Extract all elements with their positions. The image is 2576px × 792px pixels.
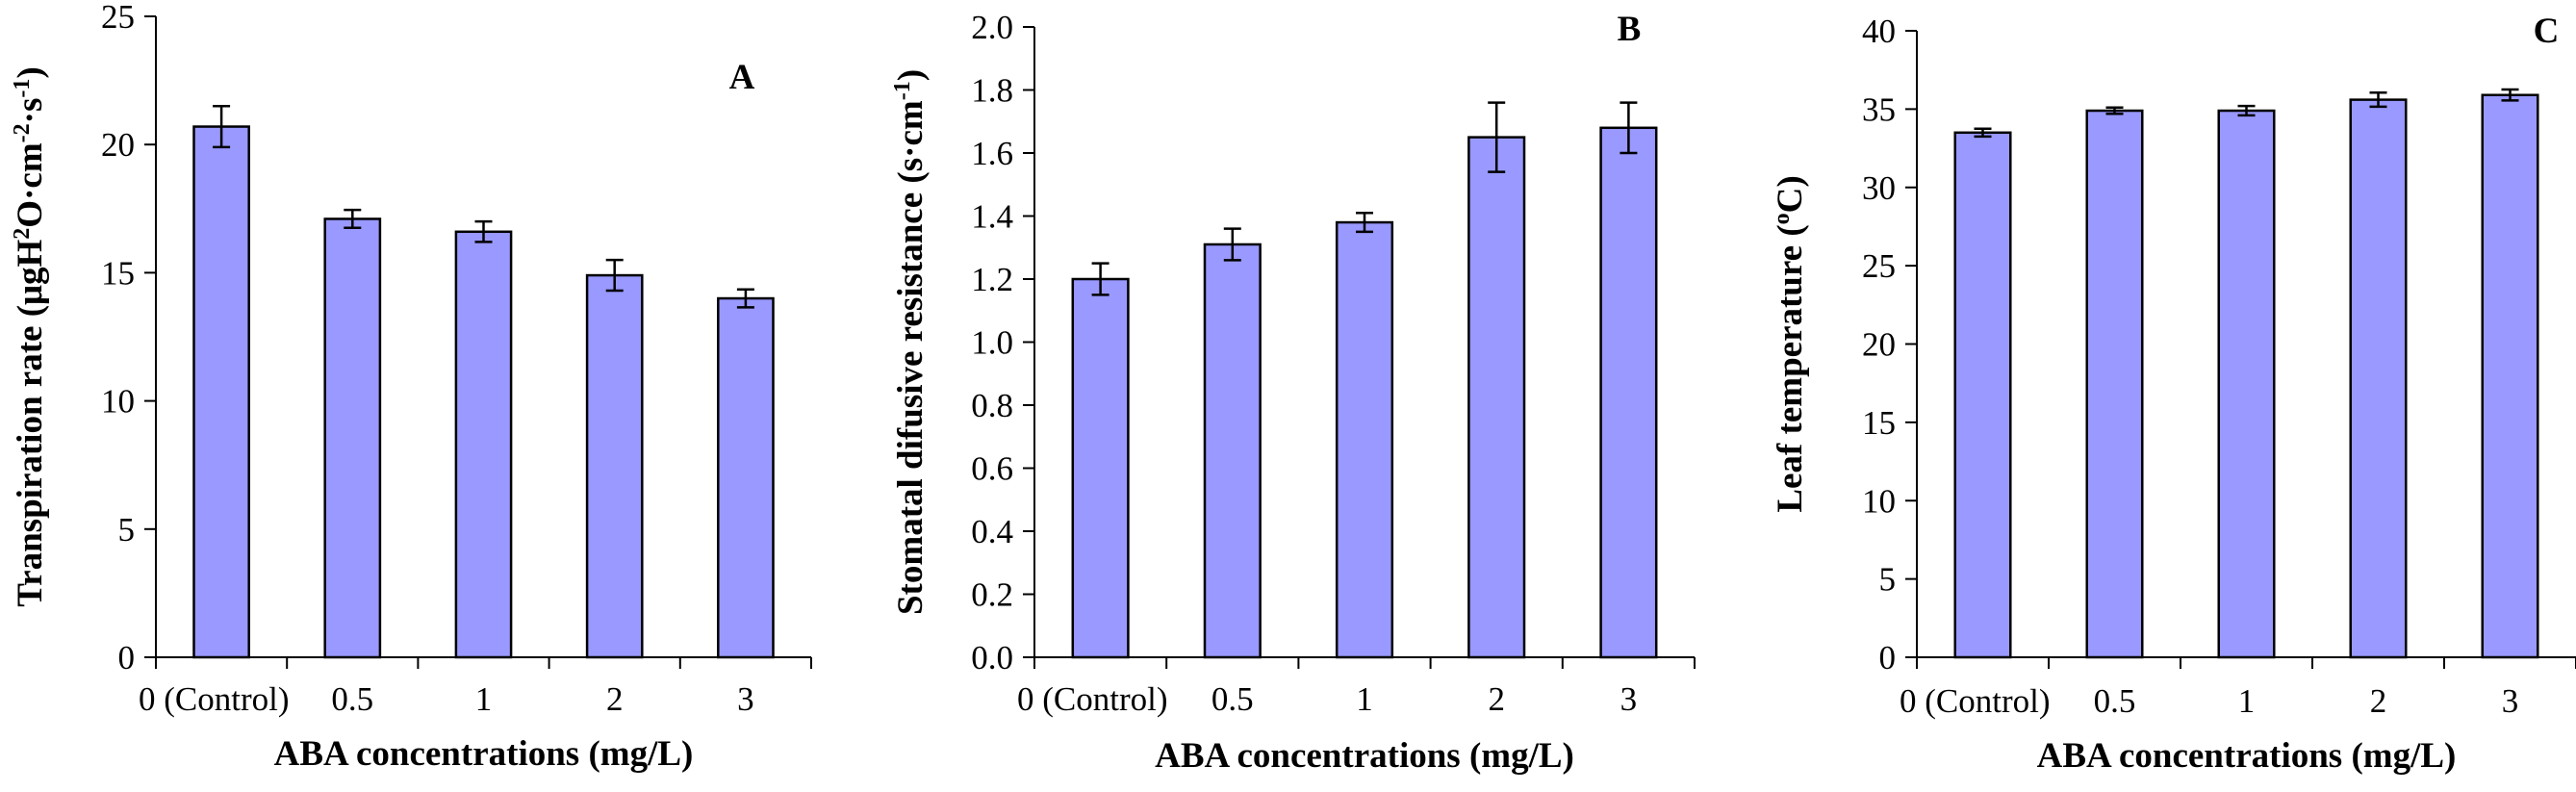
panel-b-label: B (1618, 10, 1642, 49)
panel-c-bars (1953, 88, 2539, 659)
panel-c-y-tick-label: 40 (1862, 13, 1896, 50)
chart-panel-c: 0 5 10 15 20 25 30 35 40 0 (Control) 0.5 1 2 3 ABA co… (1770, 12, 2576, 776)
panel-a-error-bar (605, 258, 624, 293)
panel-b-x-tick-label: 0.5 (1211, 680, 1254, 718)
panel-c-error-bar (1974, 127, 1992, 139)
panel-c-x-tick-label: 0 (Control) (1900, 682, 2051, 720)
panel-a-x-tick-label: 2 (606, 680, 624, 718)
panel-b-y-axis-title: Stomatal difusive resistance (s·cm-1) (890, 69, 931, 615)
panel-b-y-tick-label: 1.4 (971, 198, 1013, 236)
panel-b-bars (1071, 101, 1658, 659)
panel-c-y-tick-label: 0 (1879, 639, 1897, 677)
panel-b-error-bar (1091, 262, 1109, 296)
panel-a-y-tick-label: 10 (101, 383, 135, 421)
panel-b-y-tick-label: 0.0 (971, 639, 1013, 677)
panel-b-y-tick-label: 0.4 (971, 513, 1013, 550)
panel-a-error-bar (213, 104, 231, 149)
panel-b-x-axis-title: ABA concentrations (mg/L) (1155, 736, 1574, 776)
panel-a-error-bar (474, 219, 493, 243)
panel-b-y-tick-label: 0.2 (971, 576, 1013, 614)
panel-a-x-tick-label: 0.5 (331, 680, 373, 718)
panel-c-bar (2481, 93, 2539, 659)
panel-b-error-bar (1223, 227, 1241, 262)
panel-a-y-tick-label: 5 (118, 511, 136, 549)
panel-b-tick-labels: 0.0 0.2 0.4 0.6 0.8 1.0 1.2 1.4 1.6 1.8 2.0 0 (Cont… (971, 9, 1637, 718)
panel-b-y-tick-label: 1.2 (971, 261, 1013, 298)
chart-panel-a: 0 5 10 15 20 25 0 (Control) 0.5 1 2 3 ABA concentr… (10, 0, 812, 774)
panel-c-tick-labels: 0 5 10 15 20 25 30 35 40 0 (Control) 0.5 1 2 3 (1862, 13, 2518, 720)
panel-b-x-tick-label: 1 (1356, 680, 1373, 718)
panel-c-y-axis-title: Leaf temperature (oC) (1770, 175, 1810, 512)
panel-c-x-tick-label: 0.5 (2094, 682, 2136, 720)
panel-c-error-bar (2501, 88, 2519, 102)
panel-b-x-tick-label: 3 (1620, 680, 1638, 718)
panel-a-bar (585, 273, 644, 659)
panel-c-y-tick-label: 35 (1862, 90, 1896, 128)
panel-c-error-bar (2105, 106, 2124, 115)
panel-a-bar (454, 230, 513, 659)
panel-b-y-tick-label: 1.6 (971, 135, 1013, 172)
panel-a-x-axis-title: ABA concentrations (mg/L) (274, 734, 694, 774)
panel-c-x-tick-label: 2 (2370, 682, 2387, 720)
panel-c-error-bar (2369, 91, 2387, 109)
panel-b-y-tick-label: 1.0 (971, 324, 1013, 362)
panel-a-bar (192, 125, 250, 659)
panel-c-bar (2217, 109, 2276, 659)
panel-a-y-tick-label: 15 (101, 254, 135, 292)
panel-a-bars (192, 104, 775, 659)
panel-a-x-tick-label: 0 (Control) (139, 680, 290, 718)
panel-b-error-bar (1488, 101, 1506, 173)
panel-a-bar (717, 296, 775, 659)
panel-b-error-bar (1356, 211, 1373, 234)
panel-a-x-tick-label: 1 (475, 680, 493, 718)
panel-c-x-tick-label: 3 (2502, 682, 2519, 720)
panel-c-y-tick-label: 10 (1862, 482, 1896, 520)
panel-a-error-bar (344, 208, 362, 230)
panel-a-y-tick-label: 20 (101, 126, 135, 164)
panel-a-y-axis-title: Transpiration rate (μgH2O·cm-2·s-1) (10, 66, 50, 607)
chart-panel-b: 0.0 0.2 0.4 0.6 0.8 1.0 1.2 1.4 1.6 1.8 2.0 0 (Cont… (890, 9, 1696, 776)
panel-b-y-tick-label: 0.8 (971, 387, 1013, 424)
panel-b-bar (1335, 220, 1394, 659)
panel-a-label: A (729, 58, 755, 97)
panel-a-tick-labels: 0 5 10 15 20 25 0 (Control) 0.5 1 2 3 (101, 0, 754, 718)
panel-b-y-tick-label: 2.0 (971, 9, 1013, 46)
panel-a-bar (323, 217, 382, 659)
panel-c-bar (2349, 98, 2408, 659)
panel-c-error-bar (2237, 104, 2256, 117)
panel-c-label: C (2534, 12, 2560, 51)
panel-b-x-tick-label: 0 (Control) (1017, 680, 1168, 718)
panel-a-y-tick-label: 25 (101, 0, 135, 36)
panel-c-y-tick-label: 5 (1879, 561, 1897, 599)
panel-c-bar (1953, 131, 2012, 659)
panel-b-x-tick-label: 2 (1488, 680, 1505, 718)
panel-c-y-tick-label: 20 (1862, 326, 1896, 364)
panel-a-error-bar (736, 288, 754, 309)
panel-c-x-tick-label: 1 (2238, 682, 2256, 720)
panel-b-bar (1203, 243, 1262, 659)
panel-c-y-tick-label: 30 (1862, 169, 1896, 207)
panel-a-axes (144, 15, 812, 669)
panel-b-bar (1071, 277, 1130, 659)
panel-b-bar (1599, 126, 1658, 659)
panel-c-x-axis-title: ABA concentrations (mg/L) (2037, 736, 2457, 776)
panel-b-y-tick-label: 0.6 (971, 450, 1013, 488)
panel-c-y-tick-label: 15 (1862, 404, 1896, 442)
panel-c-bar (2085, 109, 2144, 659)
panel-b-y-tick-label: 1.8 (971, 72, 1013, 110)
panel-b-error-bar (1620, 101, 1638, 155)
panel-b-bar (1467, 136, 1526, 659)
panel-a-x-tick-label: 3 (737, 680, 754, 718)
panel-a-y-tick-label: 0 (118, 639, 136, 677)
panel-c-y-tick-label: 25 (1862, 247, 1896, 285)
